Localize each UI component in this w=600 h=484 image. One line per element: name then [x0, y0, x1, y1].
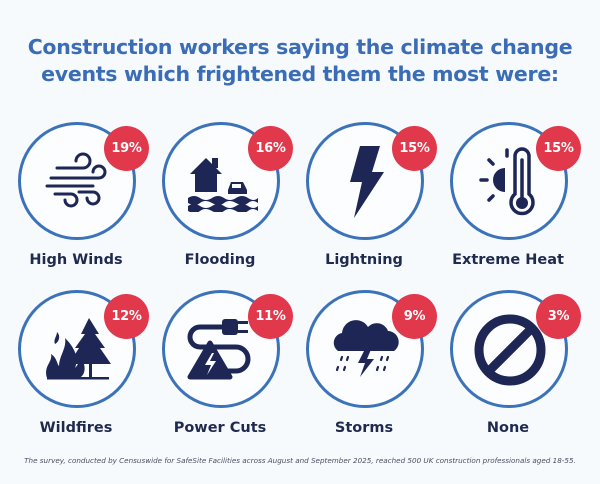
lightning-icon	[306, 122, 425, 241]
item-label: Power Cuts	[173, 420, 267, 436]
wildfire-icon	[18, 290, 137, 409]
prohibited-icon	[450, 290, 569, 409]
title-line-1: Construction workers saying the climate …	[27, 35, 573, 59]
wind-icon	[18, 122, 137, 241]
item-label: Extreme Heat	[452, 252, 564, 268]
percent-badge: 19%	[104, 126, 149, 171]
percent-badge: 11%	[248, 294, 293, 339]
thermometer-sun-icon	[450, 122, 569, 241]
stat-card-storms: 9% Storms	[294, 290, 438, 450]
flood-icon	[162, 122, 281, 241]
item-label: Lightning	[325, 252, 403, 268]
percent-badge: 15%	[392, 126, 437, 171]
storm-cloud-icon	[306, 290, 425, 409]
stat-card-flooding: 16% Flooding	[150, 122, 294, 282]
item-label: Wildfires	[39, 420, 113, 436]
item-label: Storms	[334, 420, 394, 436]
item-label: None	[486, 420, 530, 436]
stat-card-extreme-heat: 15% Extreme Heat	[438, 122, 582, 282]
percent-badge: 3%	[536, 294, 581, 339]
percent-badge: 12%	[104, 294, 149, 339]
page-title: Construction workers saying the climate …	[0, 34, 600, 88]
stat-card-lightning: 15% Lightning	[294, 122, 438, 282]
item-label: High Winds	[29, 252, 123, 268]
percent-badge: 15%	[536, 126, 581, 171]
percent-badge: 16%	[248, 126, 293, 171]
stat-card-wildfires: 12% Wildfires	[6, 290, 150, 450]
power-plug-icon	[162, 290, 281, 409]
title-line-2: events which frightened them the most we…	[41, 62, 559, 86]
item-label: Flooding	[184, 252, 256, 268]
stat-card-none: 3% None	[438, 290, 582, 450]
stat-card-high-winds: 19% High Winds	[6, 122, 150, 282]
stat-card-power-cuts: 11% Power Cuts	[150, 290, 294, 450]
percent-badge: 9%	[392, 294, 437, 339]
survey-footnote: The survey, conducted by Censuswide for …	[24, 456, 576, 465]
